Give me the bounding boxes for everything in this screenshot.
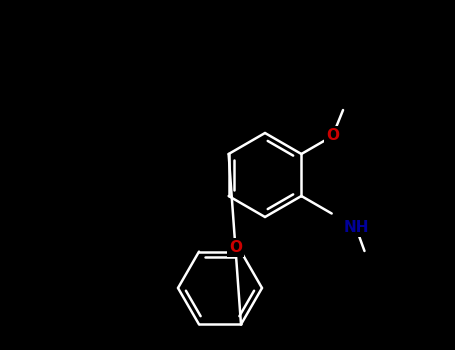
Text: O: O xyxy=(229,240,242,255)
Text: O: O xyxy=(326,128,339,143)
Text: NH: NH xyxy=(343,220,369,235)
